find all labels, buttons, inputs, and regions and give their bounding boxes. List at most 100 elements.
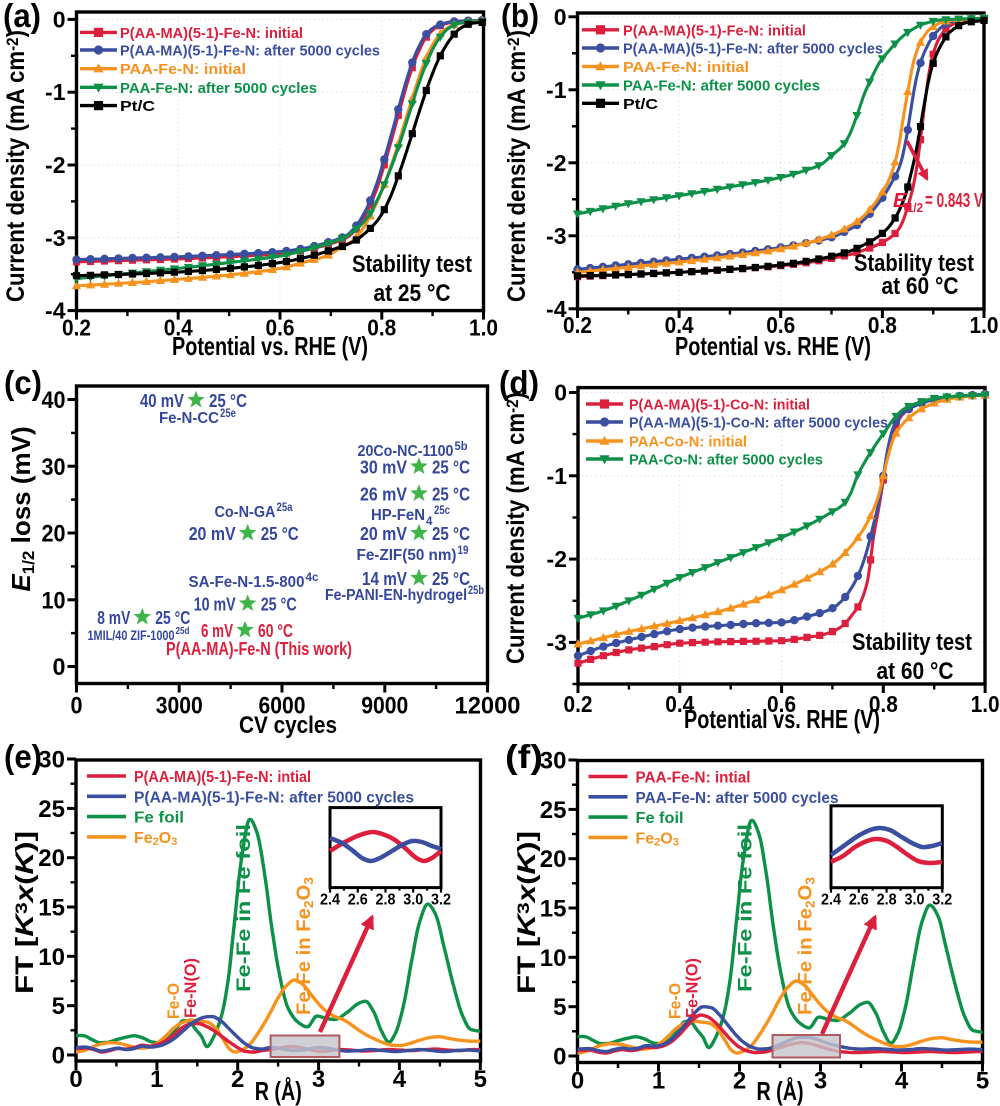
svg-text:PAA-Fe-N: initial: PAA-Fe-N: initial <box>120 61 246 78</box>
svg-text:-1: -1 <box>546 77 567 103</box>
svg-text:5: 5 <box>474 1066 487 1093</box>
svg-text:20: 20 <box>42 521 66 548</box>
svg-text:Potential vs. RHE (V): Potential vs. RHE (V) <box>675 331 871 361</box>
svg-text:25 °C: 25 °C <box>432 458 470 478</box>
svg-text:30: 30 <box>42 454 66 481</box>
svg-text:E: E <box>893 190 907 212</box>
svg-text:10 mV: 10 mV <box>194 595 236 615</box>
svg-text:20: 20 <box>38 845 65 872</box>
svg-text:0: 0 <box>53 6 66 32</box>
svg-text:PAA-Fe-N: intial: PAA-Fe-N: intial <box>636 770 751 787</box>
svg-text:4: 4 <box>895 1068 909 1095</box>
svg-text:0: 0 <box>571 1068 584 1095</box>
svg-text:= 0.843 V: = 0.843 V <box>925 190 983 212</box>
svg-text:25 °C: 25 °C <box>432 485 470 505</box>
svg-text:Fe foil: Fe foil <box>134 810 184 827</box>
svg-text:Stability test: Stability test <box>854 250 974 277</box>
svg-text:0: 0 <box>554 380 567 406</box>
svg-text:6 mV: 6 mV <box>201 621 233 641</box>
svg-text:R (Å): R (Å) <box>255 1076 302 1106</box>
svg-text:at 25 °C: at 25 °C <box>374 280 451 307</box>
svg-text:0.2: 0.2 <box>563 312 592 338</box>
svg-text:1/2: 1/2 <box>907 200 923 215</box>
svg-text:HP-FeN: HP-FeN <box>371 507 425 524</box>
svg-text:SA-Fe-N-1.5-800: SA-Fe-N-1.5-800 <box>189 574 305 591</box>
svg-text:25: 25 <box>38 796 65 823</box>
svg-text:R (Å): R (Å) <box>757 1076 804 1106</box>
svg-text:19: 19 <box>458 545 469 557</box>
svg-text:26 mV: 26 mV <box>360 485 407 505</box>
svg-text:1.0: 1.0 <box>971 691 1000 717</box>
svg-text:at 60 °C: at 60 °C <box>877 658 954 685</box>
svg-text:6000: 6000 <box>259 693 306 720</box>
svg-text:20Co-NC-1100: 20Co-NC-1100 <box>358 443 454 460</box>
svg-text:15: 15 <box>540 896 567 923</box>
svg-text:(c): (c) <box>4 364 42 401</box>
svg-text:-3: -3 <box>547 629 567 655</box>
svg-text:P(AA-MA)(5-1)-Fe-N: after 5000: P(AA-MA)(5-1)-Fe-N: after 5000 cycles <box>134 789 414 806</box>
svg-text:25 °C: 25 °C <box>432 524 470 544</box>
svg-text:P(AA-MA)(5-1)-Fe-N: initial: P(AA-MA)(5-1)-Fe-N: initial <box>120 25 303 42</box>
svg-text:4: 4 <box>426 516 433 528</box>
svg-text:10: 10 <box>42 587 66 614</box>
svg-text:-4: -4 <box>546 296 567 322</box>
svg-text:Current density (mA cm-2): Current density (mA cm-2) <box>2 30 30 302</box>
svg-text:14 mV: 14 mV <box>362 569 407 589</box>
svg-text:0.2: 0.2 <box>62 315 91 341</box>
svg-text:0: 0 <box>71 693 83 720</box>
svg-text:Fe-N(O): Fe-N(O) <box>181 958 200 1018</box>
svg-text:Potential vs. RHE (V): Potential vs. RHE (V) <box>684 704 880 734</box>
svg-text:Pt/C: Pt/C <box>623 96 658 113</box>
svg-text:0.4: 0.4 <box>164 315 193 341</box>
svg-text:25a: 25a <box>277 502 294 514</box>
svg-text:25 °C: 25 °C <box>209 391 247 411</box>
svg-text:10: 10 <box>38 944 65 971</box>
svg-text:30: 30 <box>540 748 567 775</box>
svg-text:9000: 9000 <box>361 693 408 720</box>
svg-text:(a): (a) <box>3 0 41 34</box>
svg-text:25c: 25c <box>434 505 451 517</box>
svg-text:5: 5 <box>553 994 566 1021</box>
svg-text:Fe-N(O): Fe-N(O) <box>683 958 702 1018</box>
svg-text:-3: -3 <box>546 223 566 249</box>
svg-text:2.4: 2.4 <box>821 892 841 909</box>
svg-text:PAA-Fe-N: initial: PAA-Fe-N: initial <box>623 59 749 76</box>
svg-text:-2: -2 <box>547 546 567 572</box>
svg-text:0.8: 0.8 <box>869 691 898 717</box>
svg-text:-4: -4 <box>45 298 66 324</box>
svg-text:P(AA-MA)(5-1)-Fe-N: after 5000: P(AA-MA)(5-1)-Fe-N: after 5000 cycles <box>623 41 883 58</box>
svg-text:3.0: 3.0 <box>904 892 924 909</box>
svg-text:5: 5 <box>52 993 65 1020</box>
svg-text:0.4: 0.4 <box>665 691 694 717</box>
svg-text:0.6: 0.6 <box>766 312 795 338</box>
svg-text:12000: 12000 <box>455 693 521 720</box>
svg-text:P(AA-MA)(5-1)-Fe-N: after 5000: P(AA-MA)(5-1)-Fe-N: after 5000 cycles <box>120 43 380 60</box>
svg-text:0: 0 <box>553 1044 566 1071</box>
svg-text:0.6: 0.6 <box>266 315 295 341</box>
svg-text:1: 1 <box>652 1068 665 1095</box>
svg-text:0.4: 0.4 <box>665 312 694 338</box>
svg-text:2.8: 2.8 <box>877 892 897 909</box>
svg-text:2.8: 2.8 <box>376 892 396 909</box>
svg-text:E1/2 loss (mV): E1/2 loss (mV) <box>6 426 38 591</box>
svg-text:4c: 4c <box>306 572 320 584</box>
svg-text:(e): (e) <box>4 738 42 775</box>
svg-text:25b: 25b <box>468 585 484 597</box>
svg-text:-2: -2 <box>45 152 65 178</box>
svg-text:PAA-Fe-N: after 5000 cycles: PAA-Fe-N: after 5000 cycles <box>120 80 317 97</box>
svg-text:2.4: 2.4 <box>320 892 340 909</box>
svg-text:30 mV: 30 mV <box>360 458 407 478</box>
svg-text:1.0: 1.0 <box>969 312 998 338</box>
svg-text:3.2: 3.2 <box>431 892 451 909</box>
svg-text:-1: -1 <box>547 463 568 489</box>
svg-text:PAA-Co-N: after 5000 cycles: PAA-Co-N: after 5000 cycles <box>629 452 823 469</box>
svg-text:2.6: 2.6 <box>849 892 869 909</box>
svg-text:Stability test: Stability test <box>852 629 972 656</box>
svg-text:PAA-Fe-N: after 5000 cycles: PAA-Fe-N: after 5000 cycles <box>636 790 839 807</box>
svg-text:20: 20 <box>540 846 567 873</box>
svg-text:25 °C: 25 °C <box>261 524 299 544</box>
svg-text:P(AA-MA)-Fe-N (This work): P(AA-MA)-Fe-N (This work) <box>166 639 352 659</box>
svg-text:Fe-ZIF(50 nm): Fe-ZIF(50 nm) <box>357 547 457 564</box>
svg-text:1: 1 <box>150 1066 163 1093</box>
svg-text:Fe-O: Fe-O <box>666 983 685 1019</box>
